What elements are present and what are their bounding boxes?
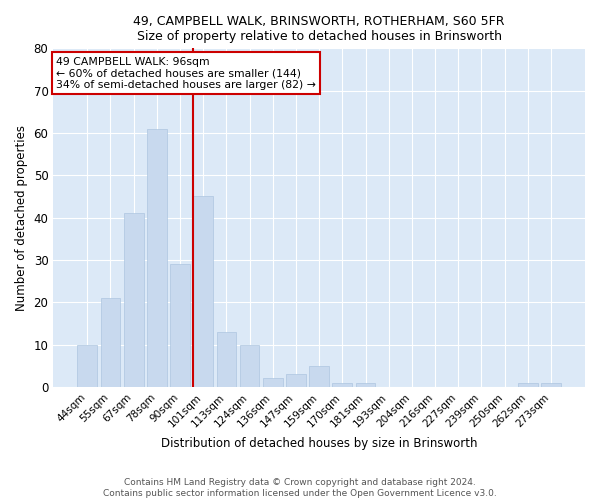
Bar [77,344,97,387]
Bar [193,196,213,387]
Text: Contains HM Land Registry data © Crown copyright and database right 2024.
Contai: Contains HM Land Registry data © Crown c… [103,478,497,498]
Bar [332,382,352,387]
Bar [147,129,167,387]
X-axis label: Distribution of detached houses by size in Brinsworth: Distribution of detached houses by size … [161,437,478,450]
Bar [217,332,236,387]
Bar [124,214,143,387]
Bar [286,374,306,387]
Text: 49 CAMPBELL WALK: 96sqm
← 60% of detached houses are smaller (144)
34% of semi-d: 49 CAMPBELL WALK: 96sqm ← 60% of detache… [56,57,316,90]
Y-axis label: Number of detached properties: Number of detached properties [15,124,28,310]
Bar [541,382,561,387]
Bar [309,366,329,387]
Bar [356,382,376,387]
Bar [263,378,283,387]
Bar [240,344,259,387]
Bar [170,264,190,387]
Bar [101,298,121,387]
Bar [518,382,538,387]
Title: 49, CAMPBELL WALK, BRINSWORTH, ROTHERHAM, S60 5FR
Size of property relative to d: 49, CAMPBELL WALK, BRINSWORTH, ROTHERHAM… [133,15,505,43]
